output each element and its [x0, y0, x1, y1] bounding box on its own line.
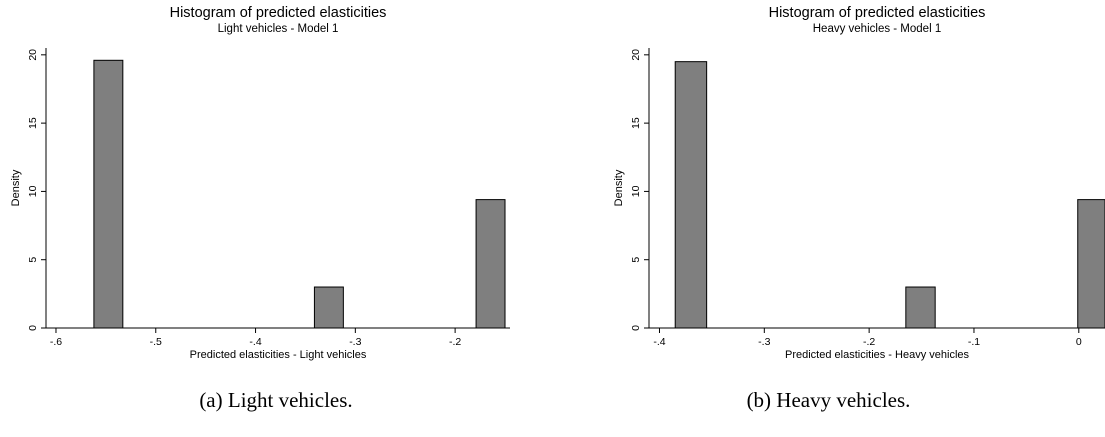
histogram-bar [313, 286, 344, 329]
x-tick-label: 0 [1076, 336, 1082, 348]
x-tick-label: -.2 [863, 336, 875, 348]
y-tick-label: 5 [27, 257, 39, 263]
histogram-panel-light: Histogram of predicted elasticities Light… [0, 0, 552, 437]
x-axis-label: Predicted elasticities - Light vehicles [190, 349, 367, 361]
y-tick-label: 20 [630, 49, 642, 61]
caption-light: (a) Light vehicles. [199, 388, 353, 412]
histogram-bar [475, 199, 506, 329]
chart-subtitle: Heavy vehicles - Model 1 [813, 23, 941, 35]
y-axis-label: Density [613, 169, 625, 206]
y-tick-label: 15 [630, 117, 642, 129]
x-tick-label: -.4 [653, 336, 665, 348]
histogram-bar [674, 61, 708, 329]
histogram-chart-light: Histogram of predicted elasticities Light… [10, 5, 510, 361]
y-tick-label: 20 [27, 49, 39, 61]
caption-heavy: (b) Heavy vehicles. [746, 388, 911, 412]
x-tick-label: -.4 [249, 336, 261, 348]
histogram-chart-heavy: Histogram of predicted elasticities Heavy… [613, 5, 1105, 361]
chart-subtitle: Light vehicles - Model 1 [218, 23, 339, 35]
histogram-panel-heavy: Histogram of predicted elasticities Heavy… [552, 0, 1105, 437]
x-tick-label: -.3 [349, 336, 361, 348]
y-tick-label: 0 [630, 325, 642, 331]
x-tick-label: -.5 [150, 336, 162, 348]
histogram-bar [1077, 199, 1105, 329]
x-tick-label: -.6 [50, 336, 62, 348]
y-axis-label: Density [10, 169, 22, 206]
y-tick-label: 10 [630, 185, 642, 197]
histogram-bar [905, 286, 936, 329]
y-tick-label: 5 [630, 257, 642, 263]
x-tick-label: -.2 [449, 336, 461, 348]
chart-title: Histogram of predicted elasticities [170, 5, 387, 21]
x-tick-label: -.3 [758, 336, 770, 348]
x-axis-label: Predicted elasticities - Heavy vehicles [785, 349, 970, 361]
y-tick-label: 0 [27, 325, 39, 331]
y-tick-label: 10 [27, 185, 39, 197]
histogram-bar [93, 59, 124, 329]
y-tick-label: 15 [27, 117, 39, 129]
x-tick-label: -.1 [968, 336, 980, 348]
chart-title: Histogram of predicted elasticities [769, 5, 986, 21]
